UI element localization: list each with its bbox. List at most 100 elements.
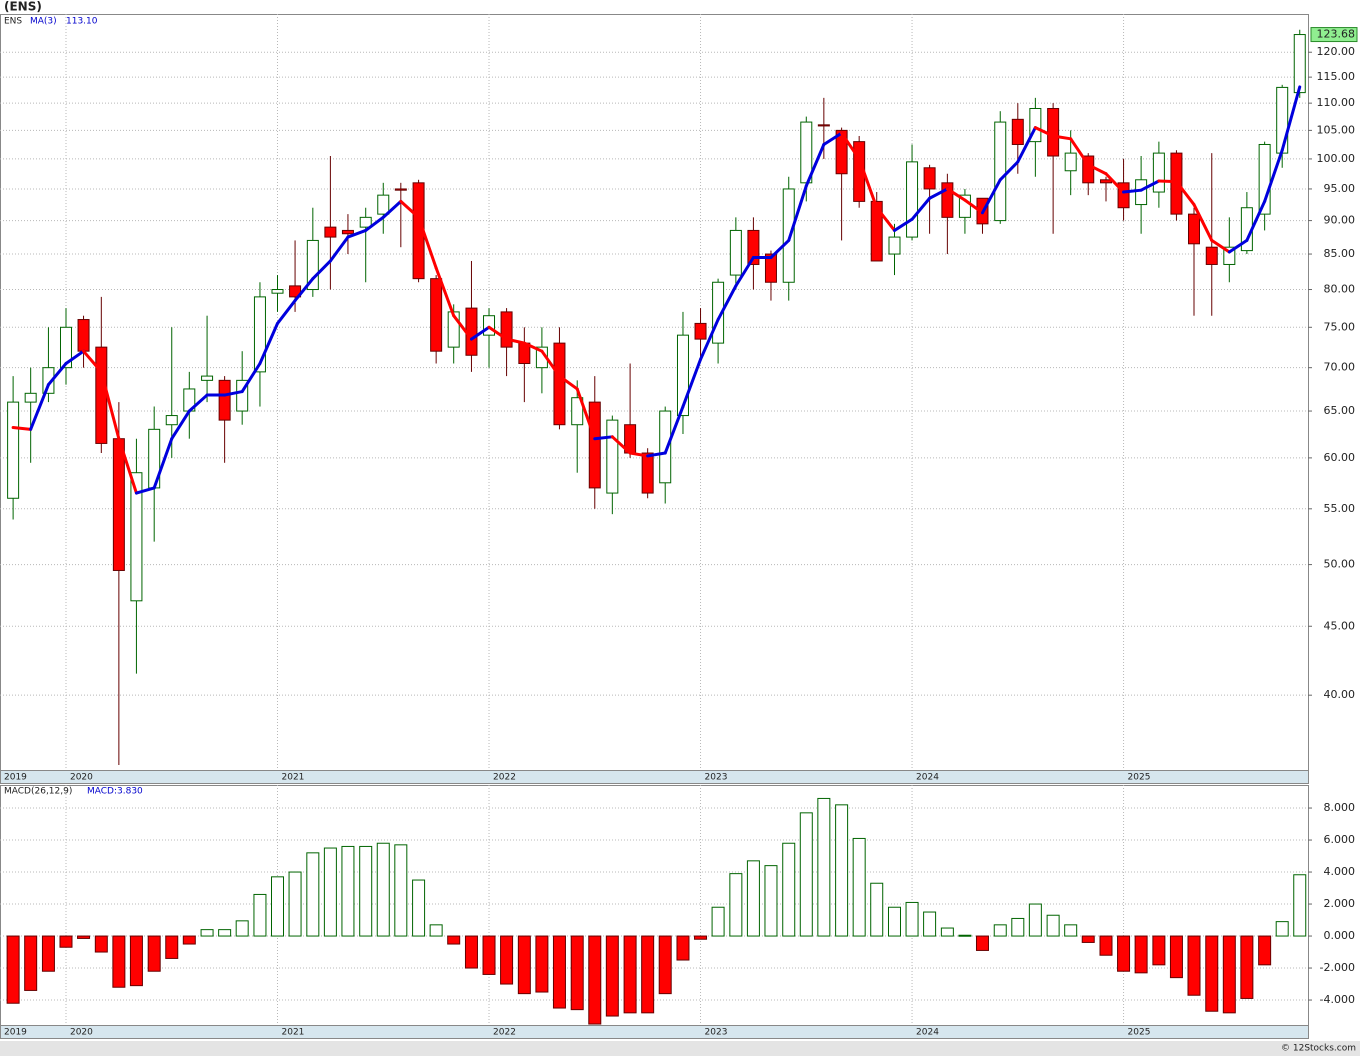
ma-line-segment (346, 228, 368, 239)
ma-line-segment (187, 393, 209, 413)
macd-bar (870, 882, 884, 937)
macd-bar (41, 935, 55, 972)
candle-body (994, 121, 1007, 222)
ma-line-segment (804, 142, 826, 188)
macd-bar (1187, 935, 1201, 996)
macd-bar (694, 935, 708, 940)
macd-bar (923, 911, 937, 937)
x-tick-label: 2023 (705, 1028, 728, 1038)
candle-body (1082, 155, 1095, 184)
candle-body (571, 397, 584, 426)
candle-body (341, 229, 354, 235)
candle-body (553, 342, 566, 426)
candle-body (1276, 86, 1289, 154)
macd-bar (1275, 921, 1289, 937)
macd-bar (764, 865, 778, 937)
ma-line-segment (328, 235, 350, 263)
candle-body (24, 392, 37, 403)
x-tick-label: 2021 (282, 1028, 305, 1038)
candle-body (1223, 246, 1236, 265)
candle-body (1258, 143, 1271, 215)
y-tick-label: 120.00 (1317, 45, 1356, 58)
ma-line-segment (1104, 172, 1126, 194)
macd-bar (975, 935, 989, 951)
y-tick-label: -4.000 (1320, 993, 1355, 1006)
candle-body (941, 182, 954, 218)
ma-line-segment (82, 349, 103, 374)
macd-bar (993, 924, 1007, 937)
macd-bar (676, 935, 690, 961)
candle-body (359, 216, 372, 228)
macd-bar (235, 920, 249, 937)
ma-line-segment (557, 374, 579, 391)
macd-label: MACD(26,12,9) (4, 787, 72, 797)
candle-body (659, 410, 672, 484)
ma-line-segment (311, 259, 332, 281)
x-tick-label: 2025 (1128, 1028, 1151, 1038)
macd-bar (1117, 935, 1131, 972)
macd-bar (570, 935, 584, 1011)
candle-body (817, 124, 830, 127)
footer-credit: © 12Stocks.com (1281, 1044, 1356, 1054)
macd-bar (729, 873, 743, 937)
macd-bar (94, 935, 108, 953)
macd-bar (1011, 917, 1025, 937)
macd-bar (429, 924, 443, 937)
candle-body (253, 296, 266, 373)
x-tick-label: 2020 (70, 773, 93, 783)
y-tick-label: 45.00 (1324, 619, 1356, 632)
x-tick-label: 2021 (282, 773, 305, 783)
ma-line-segment (152, 437, 174, 490)
x-tick-label: 2019 (4, 1028, 27, 1038)
candle-body (923, 167, 936, 190)
ma-line-segment (258, 321, 280, 366)
ma-line-segment (364, 215, 385, 232)
candle-body (1293, 34, 1306, 94)
candle-body (77, 319, 90, 352)
macd-bar (658, 935, 672, 995)
candle-body (694, 322, 707, 340)
ma-line-segment (1122, 188, 1143, 194)
ma-line-segment (646, 451, 667, 458)
y-tick-label: 70.00 (1324, 361, 1356, 374)
macd-bar (588, 935, 602, 1025)
ma-line-segment (1174, 180, 1196, 207)
macd-bar (447, 935, 461, 945)
x-tick-label: 2024 (916, 773, 939, 783)
ma-line-segment (64, 349, 86, 366)
ma-line-segment (892, 217, 914, 232)
macd-bar (1099, 935, 1113, 956)
ma-line-segment (840, 131, 861, 161)
ma-line-segment (46, 362, 68, 387)
ma-line-segment (910, 196, 932, 221)
macd-bar (482, 935, 496, 975)
candle-body (500, 311, 513, 348)
candle-body (1152, 152, 1165, 193)
ma-line-segment (716, 284, 738, 322)
macd-bar (711, 906, 725, 937)
y-tick-label: 110.00 (1317, 96, 1356, 109)
ma-line-segment (1051, 134, 1073, 141)
y-tick-label: 40.00 (1324, 688, 1356, 701)
ma-line-segment (1227, 238, 1249, 254)
candle-body (712, 281, 725, 344)
macd-bar (782, 842, 796, 937)
candle-body (112, 438, 125, 571)
macd-bar (905, 901, 919, 937)
candle-body (588, 401, 601, 489)
candle-body (430, 278, 443, 352)
candle-body (271, 289, 284, 294)
macd-bar (552, 935, 566, 1009)
macd-bar (376, 842, 390, 937)
macd-bar (112, 935, 126, 988)
ma-line-segment (734, 255, 755, 288)
candle-body (201, 375, 214, 381)
ma-line-segment (540, 349, 561, 378)
candle-body (377, 194, 390, 215)
ma-line-segment (1033, 126, 1055, 138)
y-tick-label: 100.00 (1317, 152, 1356, 165)
macd-bar (147, 935, 161, 972)
ma-line-segment (681, 357, 703, 409)
macd-year-band (0, 1025, 1309, 1039)
